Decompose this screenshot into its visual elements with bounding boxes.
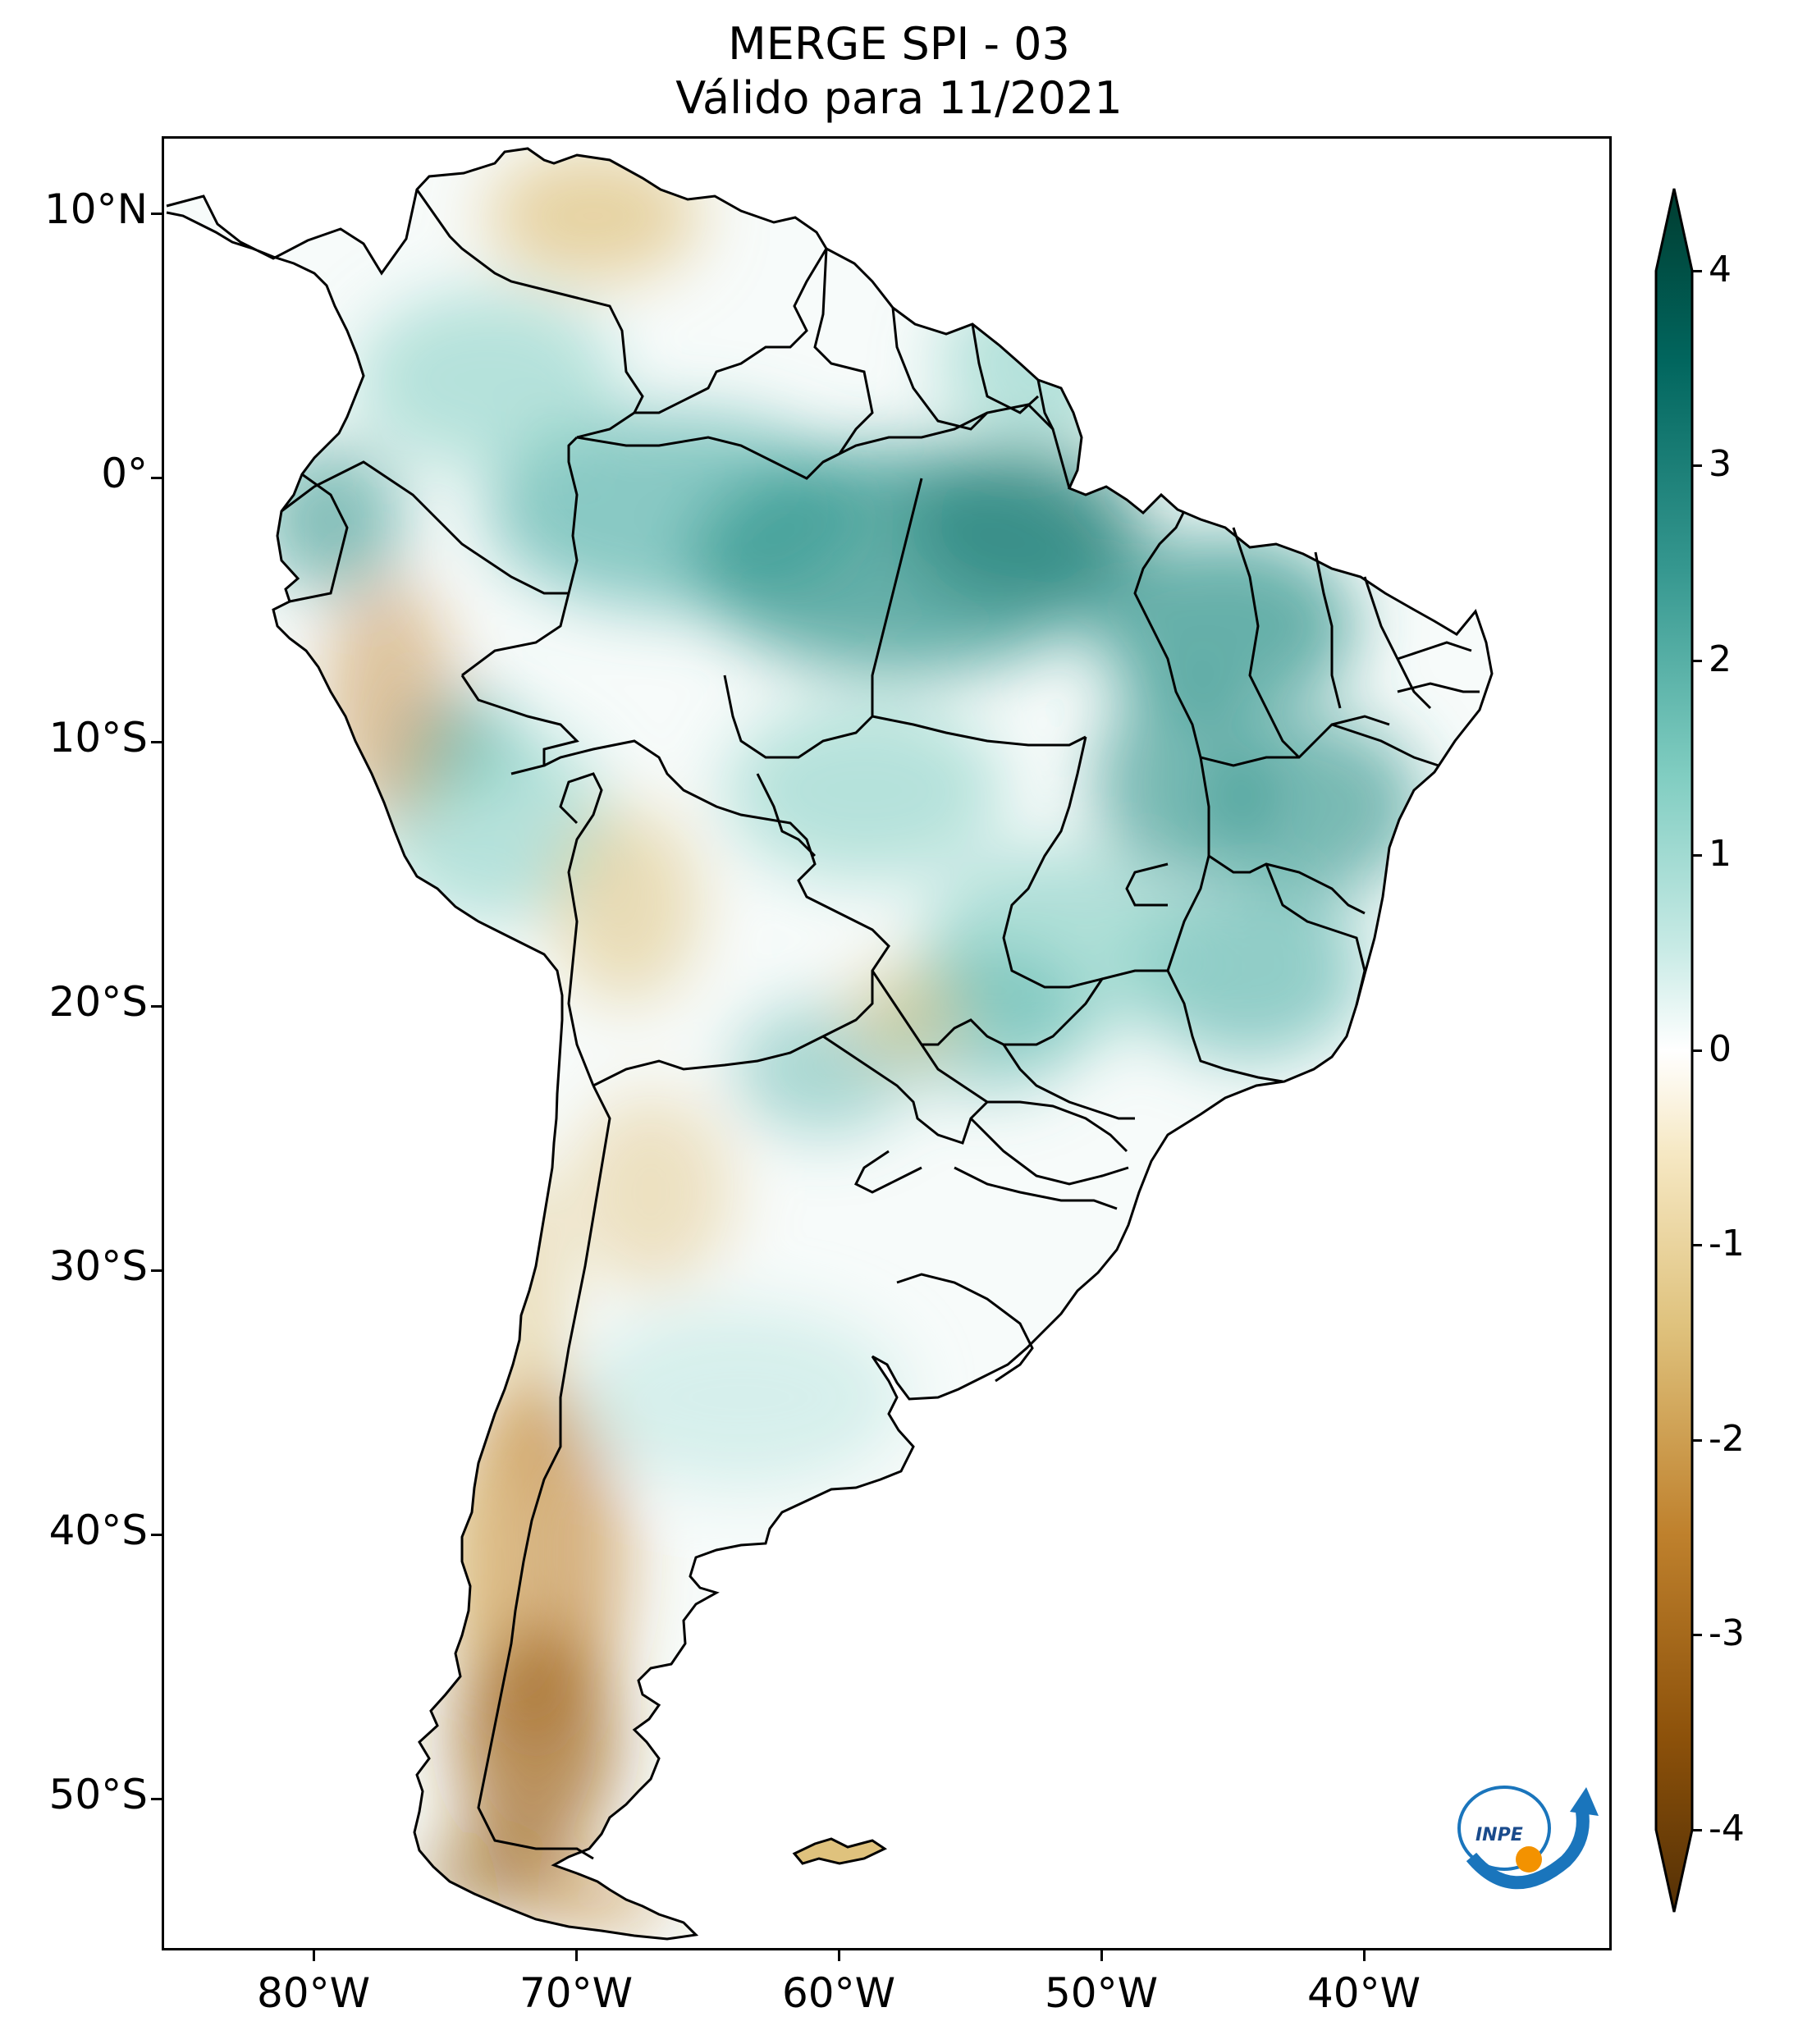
cb-tick bbox=[1692, 854, 1702, 857]
cb-tick bbox=[1692, 1049, 1702, 1052]
lon-tick bbox=[1100, 1950, 1103, 1961]
falkland-islands bbox=[792, 1837, 888, 1865]
lat-tick bbox=[151, 741, 162, 743]
cb-tick bbox=[1692, 1634, 1702, 1636]
cb-tick bbox=[1692, 270, 1702, 272]
cb-label-neg3: -3 bbox=[1709, 1612, 1745, 1654]
cb-label-neg2: -2 bbox=[1709, 1418, 1745, 1460]
map-subtitle: Válido para 11/2021 bbox=[675, 72, 1123, 124]
cb-label-3: 3 bbox=[1709, 443, 1732, 485]
cb-tick bbox=[1692, 1244, 1702, 1246]
cb-tick bbox=[1692, 1439, 1702, 1442]
cb-tick bbox=[1692, 660, 1702, 662]
inpe-logo: INPE bbox=[1457, 1786, 1599, 1890]
political-borders bbox=[281, 189, 1480, 1860]
lon-label-70w: 70°W bbox=[519, 1969, 634, 2017]
cb-label-neg4: -4 bbox=[1709, 1808, 1745, 1850]
lat-tick bbox=[151, 213, 162, 215]
colorbar-gradient bbox=[1654, 188, 1694, 1913]
spi-field bbox=[167, 149, 1492, 1939]
lat-label-50s: 50°S bbox=[48, 1771, 148, 1818]
map-area: INPE bbox=[162, 136, 1612, 1950]
lon-label-50w: 50°W bbox=[1044, 1969, 1159, 2017]
lat-label-10s: 10°S bbox=[48, 714, 148, 761]
cb-tick bbox=[1692, 464, 1702, 467]
south-america-map: INPE bbox=[166, 147, 1599, 1941]
lat-tick bbox=[151, 1005, 162, 1008]
lat-tick bbox=[151, 477, 162, 479]
lon-label-80w: 80°W bbox=[256, 1969, 371, 2017]
cb-label-1: 1 bbox=[1709, 833, 1732, 875]
cb-label-4: 4 bbox=[1709, 249, 1732, 290]
map-title: MERGE SPI - 03 bbox=[728, 18, 1070, 70]
lon-tick bbox=[313, 1950, 315, 1961]
cb-label-neg1: -1 bbox=[1709, 1223, 1745, 1264]
lat-label-30s: 30°S bbox=[48, 1242, 148, 1290]
lat-tick bbox=[151, 1269, 162, 1272]
cb-tick bbox=[1692, 1829, 1702, 1831]
cb-label-0: 0 bbox=[1709, 1028, 1732, 1070]
cb-label-2: 2 bbox=[1709, 638, 1732, 680]
lon-tick bbox=[1363, 1950, 1366, 1961]
lon-label-60w: 60°W bbox=[781, 1969, 896, 2017]
lat-tick bbox=[151, 1534, 162, 1536]
lat-label-20s: 20°S bbox=[48, 978, 148, 1026]
lon-tick bbox=[575, 1950, 578, 1961]
lat-label-40s: 40°S bbox=[48, 1507, 148, 1554]
lat-tick bbox=[151, 1798, 162, 1800]
coastline bbox=[166, 147, 1494, 1941]
logo-text: INPE bbox=[1475, 1825, 1523, 1845]
lat-label-10n: 10°N bbox=[43, 185, 148, 233]
lon-tick bbox=[838, 1950, 840, 1961]
lon-label-40w: 40°W bbox=[1306, 1969, 1421, 2017]
lat-label-0: 0° bbox=[101, 450, 148, 497]
